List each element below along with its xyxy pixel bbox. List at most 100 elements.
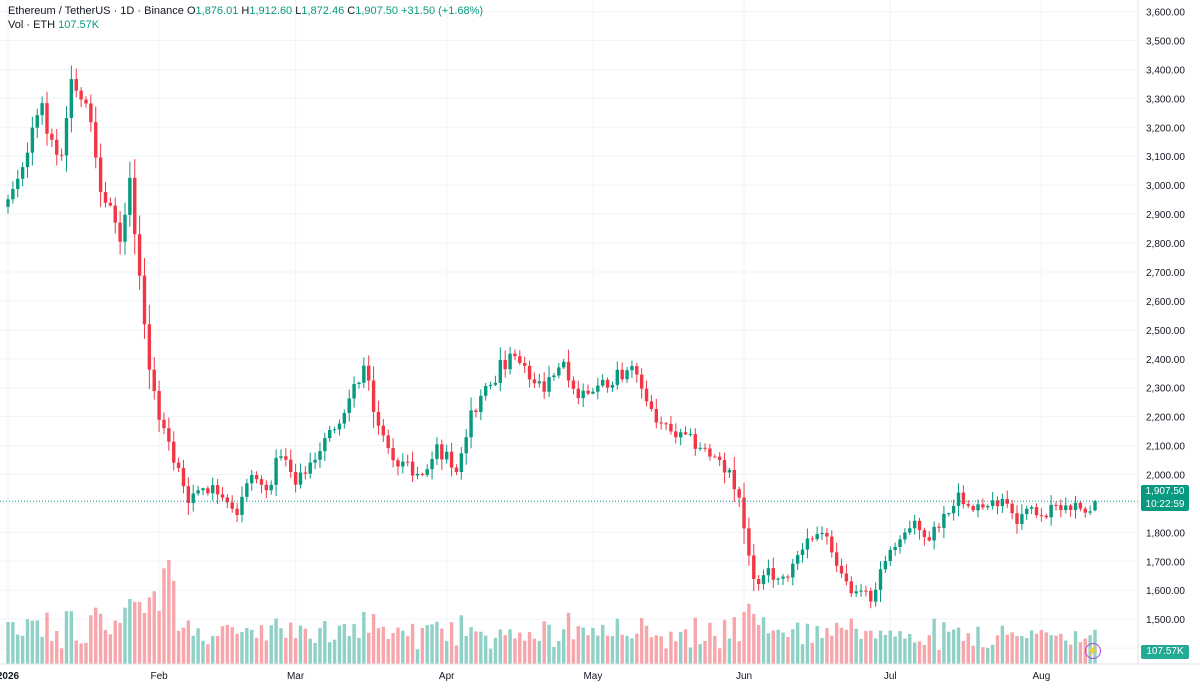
candle-body[interactable] (644, 388, 649, 402)
candle-body[interactable] (639, 374, 644, 389)
candle-body[interactable] (537, 381, 542, 384)
candle-body[interactable] (932, 526, 936, 541)
candle-body[interactable] (693, 434, 698, 449)
candle-body[interactable] (74, 79, 78, 91)
candle-body[interactable] (11, 189, 15, 200)
candle-body[interactable] (552, 375, 556, 378)
lightning-bolt-icon[interactable]: ⚡ (1085, 643, 1101, 659)
candle-body[interactable] (927, 537, 931, 541)
candle-body[interactable] (576, 388, 581, 399)
candle-body[interactable] (181, 468, 186, 487)
candle-body[interactable] (259, 479, 264, 485)
candle-body[interactable] (440, 444, 444, 460)
candle-body[interactable] (167, 428, 171, 442)
candle-body[interactable] (727, 469, 732, 473)
candle-body[interactable] (186, 486, 191, 503)
candle-body[interactable] (133, 177, 137, 235)
candle-body[interactable] (708, 448, 712, 457)
candle-body[interactable] (123, 214, 127, 242)
candle-body[interactable] (1083, 508, 1087, 513)
candle-body[interactable] (16, 178, 20, 190)
candle-body[interactable] (620, 369, 624, 380)
candle-body[interactable] (64, 117, 69, 156)
candle-body[interactable] (1010, 503, 1014, 514)
candle-body[interactable] (40, 103, 44, 116)
candle-body[interactable] (444, 451, 449, 460)
candle-body[interactable] (425, 469, 429, 475)
candle-body[interactable] (279, 456, 283, 458)
candle-body[interactable] (459, 453, 464, 472)
candle-body[interactable] (752, 555, 756, 579)
candle-body[interactable] (864, 590, 868, 592)
candle-body[interactable] (1068, 505, 1073, 510)
candle-body[interactable] (269, 484, 273, 491)
candle-body[interactable] (254, 475, 259, 480)
candle-body[interactable] (493, 382, 498, 385)
candle-body[interactable] (142, 275, 147, 325)
candle-body[interactable] (147, 324, 152, 370)
candle-body[interactable] (859, 590, 863, 592)
candle-body[interactable] (732, 469, 736, 490)
candle-body[interactable] (522, 362, 527, 366)
candle-body[interactable] (98, 157, 103, 193)
candle-body[interactable] (1059, 505, 1063, 511)
candle-body[interactable] (381, 425, 386, 436)
candle-body[interactable] (215, 485, 220, 495)
candle-body[interactable] (284, 456, 288, 460)
candle-body[interactable] (503, 359, 507, 370)
candle-body[interactable] (298, 472, 303, 485)
candle-body[interactable] (849, 581, 853, 594)
candle-body[interactable] (683, 432, 688, 435)
candle-body[interactable] (332, 429, 337, 431)
candle-body[interactable] (956, 492, 961, 506)
candle-body[interactable] (435, 444, 439, 460)
candle-body[interactable] (873, 589, 878, 602)
candle-body[interactable] (800, 549, 805, 556)
candle-body[interactable] (869, 590, 873, 602)
candle-body[interactable] (1049, 504, 1053, 518)
candle-body[interactable] (966, 504, 970, 506)
candle-body[interactable] (89, 103, 93, 123)
candle-body[interactable] (513, 353, 517, 357)
candle-body[interactable] (191, 493, 195, 503)
candle-body[interactable] (922, 530, 927, 538)
candle-body[interactable] (888, 549, 892, 561)
candle-body[interactable] (1000, 498, 1005, 507)
candle-body[interactable] (20, 167, 25, 179)
candle-body[interactable] (50, 133, 54, 140)
candle-body[interactable] (1054, 504, 1058, 506)
candle-body[interactable] (786, 576, 790, 578)
candle-body[interactable] (610, 384, 615, 388)
candle-body[interactable] (352, 384, 356, 399)
candle-body[interactable] (532, 379, 537, 384)
candle-body[interactable] (830, 536, 834, 553)
candle-body[interactable] (571, 380, 576, 389)
candle-body[interactable] (688, 434, 693, 436)
candle-body[interactable] (659, 422, 663, 424)
candle-body[interactable] (201, 488, 205, 491)
candle-body[interactable] (220, 494, 225, 498)
candle-body[interactable] (118, 222, 122, 242)
candle-body[interactable] (196, 490, 200, 494)
candle-body[interactable] (703, 447, 707, 449)
candle-body[interactable] (1005, 498, 1009, 504)
candle-body[interactable] (596, 385, 600, 392)
candle-body[interactable] (908, 528, 912, 533)
candle-body[interactable] (313, 459, 317, 463)
candle-body[interactable] (615, 369, 620, 385)
candle-body[interactable] (917, 520, 922, 531)
candle-body[interactable] (981, 504, 985, 508)
candle-body[interactable] (605, 379, 610, 388)
candle-body[interactable] (761, 575, 766, 585)
candle-body[interactable] (903, 532, 907, 540)
candle-body[interactable] (542, 381, 546, 392)
candle-body[interactable] (678, 432, 683, 438)
candle-body[interactable] (157, 391, 161, 420)
candle-body[interactable] (976, 504, 980, 511)
candle-body[interactable] (566, 361, 571, 381)
candle-body[interactable] (747, 528, 751, 556)
candle-body[interactable] (698, 447, 702, 449)
price-candles[interactable] (6, 65, 1097, 609)
candle-body[interactable] (951, 505, 956, 514)
